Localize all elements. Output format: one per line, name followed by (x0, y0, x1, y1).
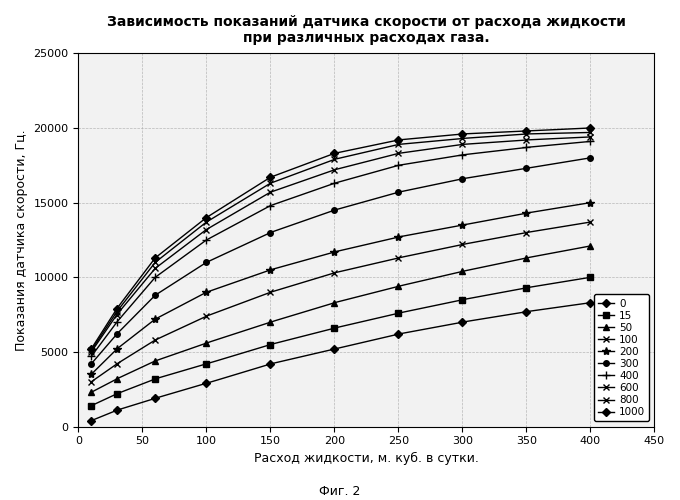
X-axis label: Расход жидкости, м. куб. в сутки.: Расход жидкости, м. куб. в сутки. (254, 452, 479, 465)
Title: Зависимость показаний датчика скорости от расхода жидкости
при различных расхода: Зависимость показаний датчика скорости о… (107, 15, 626, 45)
Legend: 0, 15, 50, 100, 200, 300, 400, 600, 800, 1000: 0, 15, 50, 100, 200, 300, 400, 600, 800,… (594, 294, 649, 422)
Y-axis label: Показания датчика скорости, Гц.: Показания датчика скорости, Гц. (15, 129, 28, 351)
Text: Фиг. 2: Фиг. 2 (320, 485, 360, 498)
